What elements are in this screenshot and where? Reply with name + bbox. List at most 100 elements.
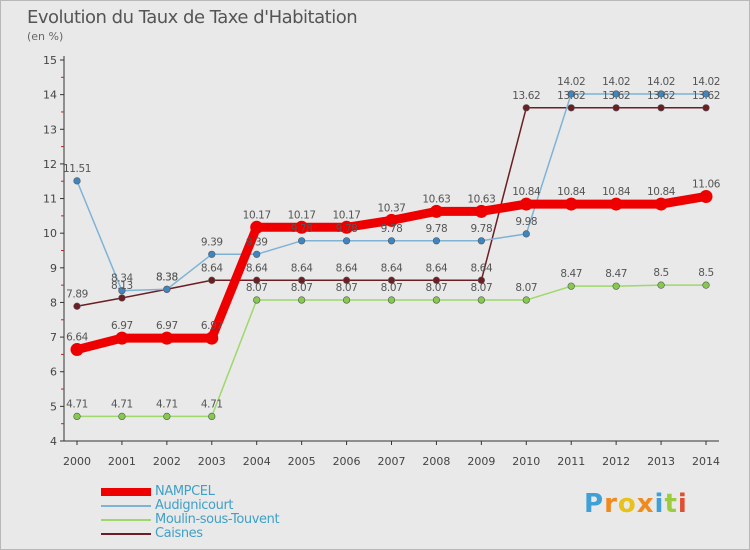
data-point-audignicourt bbox=[253, 250, 261, 258]
data-point-caisnes bbox=[432, 276, 441, 284]
data-label-moulin-sous-touvent: 8.47 bbox=[605, 268, 627, 280]
data-label-moulin-sous-touvent: 8.07 bbox=[246, 282, 268, 294]
data-point-nampcel bbox=[474, 204, 488, 218]
data-point-moulin-sous-touvent bbox=[567, 282, 575, 290]
data-label-audignicourt: 8.34 bbox=[111, 273, 133, 285]
data-label-caisnes: 8.64 bbox=[246, 262, 268, 274]
data-label-moulin-sous-touvent: 8.07 bbox=[381, 282, 403, 294]
data-label-moulin-sous-touvent: 8.5 bbox=[653, 267, 669, 279]
x-tick-label: 2010 bbox=[512, 455, 540, 468]
data-label-caisnes: 8.64 bbox=[426, 262, 448, 274]
data-point-audignicourt bbox=[118, 287, 126, 295]
data-label-caisnes: 13.62 bbox=[692, 90, 720, 102]
data-point-nampcel bbox=[564, 197, 578, 211]
data-label-caisnes: 8.64 bbox=[470, 262, 492, 274]
y-tick-label: 5 bbox=[50, 400, 57, 413]
data-label-nampcel: 11.06 bbox=[692, 178, 721, 190]
data-point-caisnes bbox=[477, 276, 485, 284]
data-label-audignicourt: 9.78 bbox=[470, 223, 492, 235]
data-label-audignicourt: 9.39 bbox=[201, 236, 223, 248]
data-label-moulin-sous-touvent: 8.07 bbox=[291, 282, 313, 294]
data-label-moulin-sous-touvent: 4.71 bbox=[201, 398, 223, 410]
x-tick-label: 2004 bbox=[243, 455, 271, 468]
data-label-nampcel: 6.97 bbox=[111, 320, 133, 332]
data-point-caisnes bbox=[208, 276, 216, 284]
logo-letter: i bbox=[654, 489, 665, 519]
data-point-nampcel bbox=[115, 331, 129, 345]
legend-swatch-nampcel bbox=[101, 488, 151, 496]
data-label-nampcel: 10.84 bbox=[647, 186, 676, 198]
x-tick-label: 2009 bbox=[467, 455, 495, 468]
data-label-nampcel: 10.17 bbox=[288, 209, 316, 221]
data-label-nampcel: 10.17 bbox=[333, 209, 361, 221]
data-point-caisnes bbox=[612, 104, 620, 112]
data-point-caisnes bbox=[298, 276, 306, 284]
data-label-moulin-sous-touvent: 4.71 bbox=[111, 398, 133, 410]
data-point-moulin-sous-touvent bbox=[477, 296, 485, 304]
data-point-moulin-sous-touvent bbox=[657, 281, 665, 289]
data-label-caisnes: 8.38 bbox=[156, 271, 178, 283]
data-point-nampcel bbox=[250, 220, 264, 234]
data-label-moulin-sous-touvent: 8.07 bbox=[336, 282, 358, 294]
data-point-audignicourt bbox=[657, 90, 665, 98]
y-tick-label: 7 bbox=[50, 331, 57, 344]
y-tick-label: 9 bbox=[50, 262, 57, 275]
data-point-caisnes bbox=[567, 104, 575, 112]
data-label-moulin-sous-touvent: 8.5 bbox=[698, 267, 714, 279]
data-point-nampcel bbox=[70, 343, 84, 357]
data-label-audignicourt: 14.02 bbox=[602, 76, 630, 88]
y-tick-label: 15 bbox=[43, 54, 57, 67]
data-point-nampcel bbox=[385, 213, 398, 227]
y-tick-label: 4 bbox=[50, 435, 57, 448]
data-point-moulin-sous-touvent bbox=[432, 296, 441, 304]
data-point-moulin-sous-touvent bbox=[387, 296, 396, 304]
x-tick-label: 2003 bbox=[198, 455, 226, 468]
proxiti-logo: Proxiti bbox=[584, 489, 688, 519]
data-label-nampcel: 10.63 bbox=[467, 193, 495, 205]
data-label-moulin-sous-touvent: 4.71 bbox=[156, 398, 178, 410]
data-label-caisnes: 13.62 bbox=[602, 90, 630, 102]
data-label-moulin-sous-touvent: 8.07 bbox=[426, 282, 448, 294]
x-tick-label: 2006 bbox=[333, 455, 361, 468]
data-point-moulin-sous-touvent bbox=[612, 282, 620, 290]
data-point-moulin-sous-touvent bbox=[73, 412, 81, 421]
data-point-audignicourt bbox=[208, 250, 216, 258]
data-point-moulin-sous-touvent bbox=[208, 412, 216, 421]
y-tick-label: 6 bbox=[50, 366, 57, 379]
data-label-audignicourt: 9.78 bbox=[291, 223, 313, 235]
x-tick-label: 2002 bbox=[153, 455, 181, 468]
data-point-nampcel bbox=[429, 204, 443, 218]
data-label-nampcel: 6.97 bbox=[156, 320, 178, 332]
data-point-audignicourt bbox=[702, 90, 710, 98]
logo-letter: r bbox=[604, 489, 618, 519]
data-point-moulin-sous-touvent bbox=[702, 281, 710, 289]
data-label-audignicourt: 9.78 bbox=[381, 223, 403, 235]
data-point-audignicourt bbox=[342, 237, 351, 245]
data-label-audignicourt: 14.02 bbox=[692, 76, 720, 88]
chart-title: Evolution du Taux de Taxe d'Habitation bbox=[27, 7, 358, 28]
data-point-nampcel bbox=[519, 197, 533, 211]
x-tick-label: 2001 bbox=[108, 455, 136, 468]
data-point-audignicourt bbox=[612, 90, 620, 98]
data-point-nampcel bbox=[205, 331, 219, 345]
data-label-audignicourt: 9.98 bbox=[515, 216, 537, 228]
x-tick-label: 2012 bbox=[602, 455, 630, 468]
x-tick-label: 2013 bbox=[647, 455, 675, 468]
data-point-audignicourt bbox=[567, 90, 575, 98]
data-label-nampcel: 10.84 bbox=[512, 186, 541, 198]
data-point-caisnes bbox=[657, 104, 665, 112]
data-label-caisnes: 8.64 bbox=[381, 262, 403, 274]
logo-letter: i bbox=[677, 489, 688, 519]
data-label-nampcel: 10.37 bbox=[377, 202, 405, 214]
data-label-nampcel: 10.17 bbox=[243, 209, 271, 221]
logo-letter: t bbox=[664, 489, 678, 519]
x-tick-label: 2008 bbox=[422, 455, 450, 468]
data-point-audignicourt bbox=[477, 237, 485, 245]
x-tick-label: 2000 bbox=[63, 455, 91, 468]
data-label-caisnes: 8.64 bbox=[201, 262, 223, 274]
legend-swatch-audignicourt bbox=[101, 505, 151, 507]
data-label-caisnes: 8.64 bbox=[336, 262, 358, 274]
logo-letter: P bbox=[584, 489, 605, 519]
data-label-caisnes: 13.62 bbox=[557, 90, 585, 102]
